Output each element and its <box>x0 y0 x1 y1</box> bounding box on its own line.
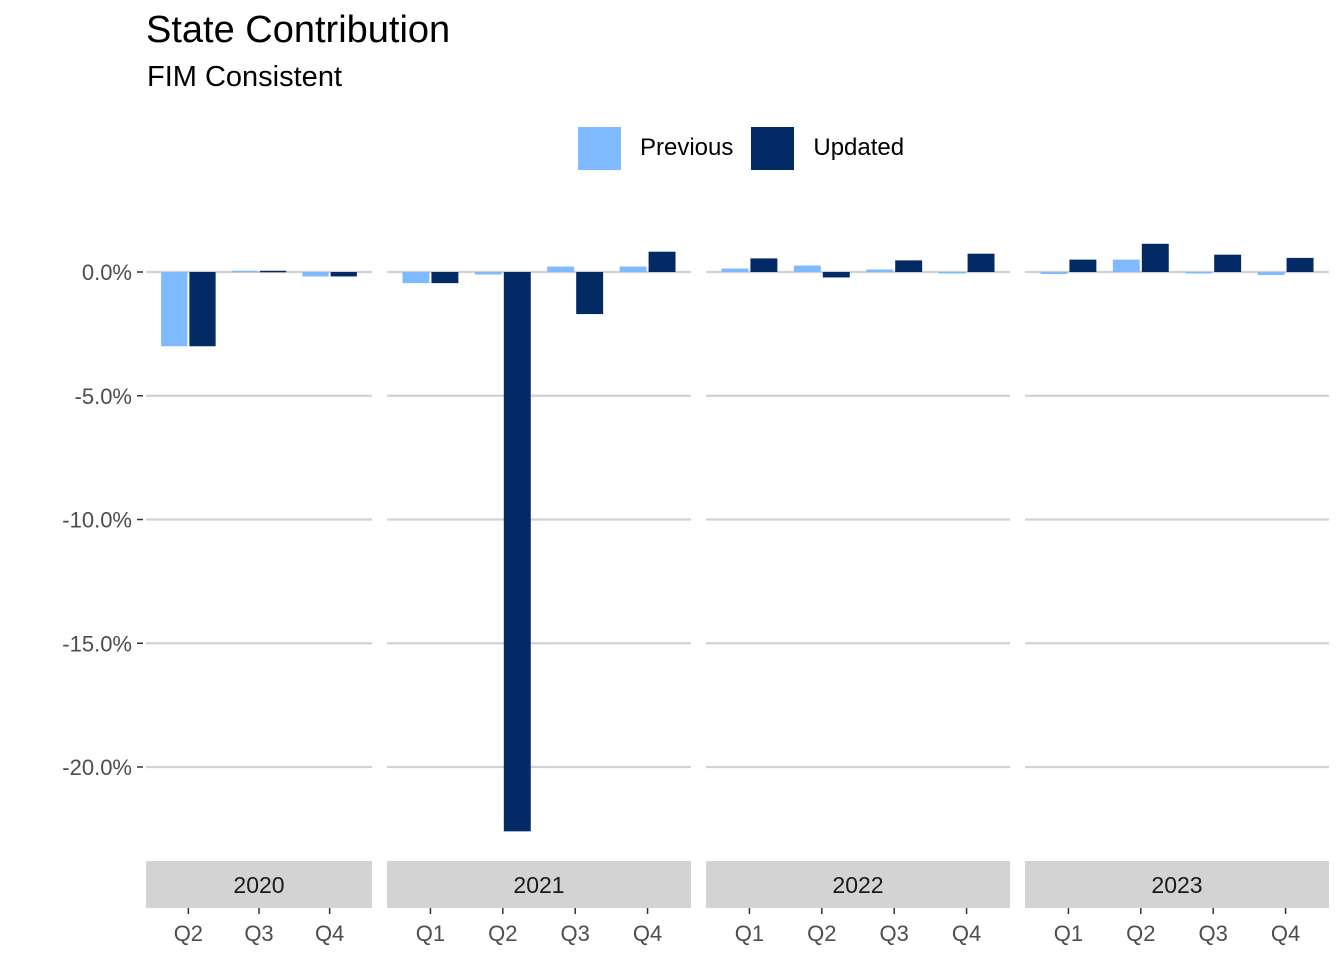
facet-label: 2020 <box>233 872 284 898</box>
x-tick-label: Q1 <box>735 921 764 946</box>
x-tick-label: Q4 <box>1271 921 1300 946</box>
bar-previous-2021-q4 <box>619 266 647 272</box>
bar-previous-2022-q1 <box>721 268 749 272</box>
x-tick-label: Q2 <box>174 921 203 946</box>
x-tick-label: Q2 <box>1126 921 1155 946</box>
bar-updated-2020-q4 <box>330 272 357 277</box>
bar-previous-2021-q1 <box>402 272 430 284</box>
x-tick-label: Q4 <box>633 921 662 946</box>
y-tick-label: -20.0% <box>62 755 132 780</box>
legend-label-updated: Updated <box>813 134 905 161</box>
bar-updated-2022-q3 <box>895 260 923 272</box>
bar-updated-2021-q1 <box>431 272 459 284</box>
y-tick-label: 0.0% <box>82 260 132 285</box>
y-tick-label: -5.0% <box>75 384 132 409</box>
y-tick-label: -15.0% <box>62 631 132 656</box>
bar-previous-2020-q3 <box>231 270 258 273</box>
bar-updated-2023-q2 <box>1141 243 1169 272</box>
bar-previous-2022-q4 <box>938 272 966 274</box>
bar-previous-2020-q2 <box>161 272 188 347</box>
bar-previous-2020-q4 <box>302 272 329 277</box>
x-tick-label: Q1 <box>416 921 445 946</box>
legend-item-previous: Previous <box>578 126 734 170</box>
facet-strip <box>387 861 691 908</box>
x-tick-label: Q2 <box>807 921 836 946</box>
bar-updated-2023-q3 <box>1214 254 1242 272</box>
bar-updated-2022-q1 <box>750 258 778 272</box>
bar-previous-2023-q4 <box>1257 272 1285 275</box>
bar-updated-2023-q1 <box>1069 259 1097 272</box>
bar-previous-2022-q2 <box>793 265 821 272</box>
legend: Previous Updated <box>578 126 922 170</box>
bar-previous-2021-q3 <box>547 266 575 272</box>
facet-label: 2022 <box>832 872 883 898</box>
facet-strip <box>146 861 372 908</box>
bar-previous-2023-q2 <box>1112 259 1140 272</box>
bar-previous-2023-q3 <box>1185 272 1213 274</box>
legend-swatch-previous <box>578 126 621 170</box>
chart-title: State Contribution <box>146 9 451 51</box>
legend-swatch-updated <box>751 126 795 170</box>
bar-updated-2020-q2 <box>189 272 216 347</box>
legend-item-updated: Updated <box>751 126 905 170</box>
bar-updated-2021-q2 <box>503 272 531 832</box>
bar-updated-2022-q4 <box>967 253 995 272</box>
bar-updated-2020-q3 <box>260 270 287 273</box>
bar-updated-2021-q3 <box>576 272 604 315</box>
x-tick-label: Q4 <box>952 921 981 946</box>
x-tick-label: Q3 <box>244 921 273 946</box>
legend-label-previous: Previous <box>640 134 734 161</box>
bar-updated-2022-q2 <box>822 272 850 278</box>
x-tick-label: Q2 <box>488 921 517 946</box>
bar-updated-2021-q4 <box>648 251 676 272</box>
x-tick-label: Q4 <box>315 921 344 946</box>
x-tick-label: Q3 <box>1199 921 1228 946</box>
x-tick-label: Q1 <box>1054 921 1083 946</box>
chart-subtitle: FIM Consistent <box>147 61 342 93</box>
x-tick-label: Q3 <box>880 921 909 946</box>
y-tick-label: -10.0% <box>62 508 132 533</box>
bar-previous-2022-q3 <box>866 269 894 272</box>
bar-updated-2023-q4 <box>1286 257 1314 272</box>
bar-previous-2023-q1 <box>1040 272 1068 274</box>
facet-label: 2023 <box>1151 872 1202 898</box>
bar-previous-2021-q2 <box>474 272 502 275</box>
facet-strip <box>706 861 1010 908</box>
x-tick-label: Q3 <box>561 921 590 946</box>
facet-label: 2021 <box>513 872 564 898</box>
facet-strip <box>1025 861 1329 908</box>
